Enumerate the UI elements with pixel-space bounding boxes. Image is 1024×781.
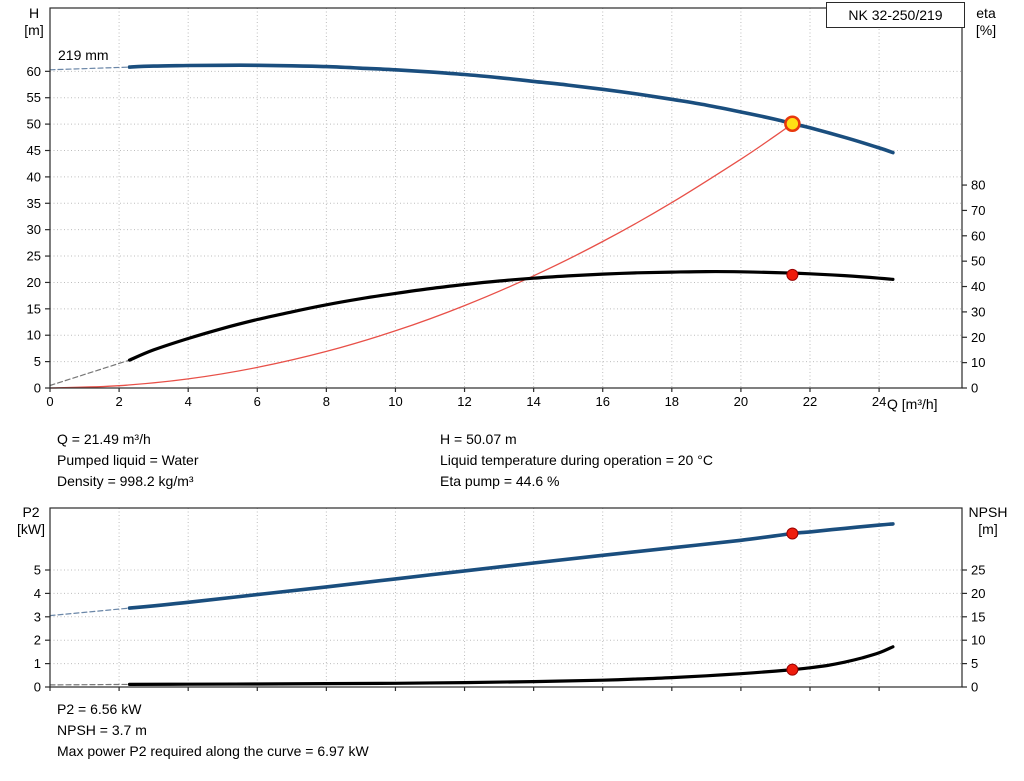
head-axis-symbol: H <box>28 5 40 21</box>
x-tick-label: 10 <box>388 394 402 409</box>
left-tick-label: 50 <box>27 117 41 132</box>
eta-curve-extension <box>49 359 131 387</box>
p2-point-marker[interactable] <box>786 527 799 540</box>
right-tick-label: 20 <box>971 330 985 345</box>
x-tick-label: 0 <box>46 394 53 409</box>
system-curve <box>49 123 794 389</box>
info-npsh: NPSH = 3.7 m <box>57 722 147 738</box>
info-flow: Q = 21.49 m³/h <box>57 431 151 447</box>
flow-axis-label: Q [m³/h] <box>887 396 938 412</box>
performance-plot: 0 2 4 6 8 10 12 14 16 18 20 22 240510152025303540455… <box>27 7 985 409</box>
npsh-curve <box>127 645 895 686</box>
x-tick-label: 8 <box>323 394 330 409</box>
eta-axis-label: eta [%] <box>966 5 1006 39</box>
left-tick-label: 4 <box>34 586 41 601</box>
right-tick-label: 10 <box>971 355 985 370</box>
right-tick-label: 0 <box>971 680 978 695</box>
x-tick-label: 18 <box>665 394 679 409</box>
duty-info-left-column: Q = 21.49 m³/h Pumped liquid = Water Den… <box>57 429 199 492</box>
left-tick-label: 5 <box>34 354 41 369</box>
x-tick-label: 12 <box>457 394 471 409</box>
left-tick-label: 55 <box>27 90 41 105</box>
left-tick-label: 2 <box>34 633 41 648</box>
p2-axis-unit: [kW] <box>17 521 45 537</box>
right-tick-label: 70 <box>971 203 985 218</box>
left-tick-label: 30 <box>27 222 41 237</box>
plot-frame <box>49 7 963 389</box>
x-tick-label: 14 <box>526 394 540 409</box>
right-tick-label: 50 <box>971 254 985 269</box>
right-tick-label: 30 <box>971 304 985 319</box>
left-tick-label: 20 <box>27 275 41 290</box>
eta-axis-unit: [%] <box>975 22 997 38</box>
left-tick-label: 40 <box>27 169 41 184</box>
head-axis-unit: [m] <box>24 22 44 38</box>
left-tick-label: 25 <box>27 249 41 264</box>
left-tick-label: 10 <box>27 328 41 343</box>
npsh-curve-extension <box>49 683 131 686</box>
left-tick-label: 0 <box>34 680 41 695</box>
pump-type-box: NK 32-250/219 <box>826 2 965 28</box>
right-tick-label: 5 <box>971 656 978 671</box>
info-max-power: Max power P2 required along the curve = … <box>57 743 369 759</box>
right-tick-label: 10 <box>971 633 985 648</box>
head-axis-label: H [m] <box>16 5 52 39</box>
eta-axis-symbol: eta <box>976 5 996 21</box>
power-npsh-plot: 0 1 2 3 4 5 0 5 10 15 20 25 <box>34 507 985 695</box>
x-tick-label: 6 <box>254 394 261 409</box>
info-eta-pump: Eta pump = 44.6 % <box>440 473 560 489</box>
x-tick-label: 16 <box>595 394 609 409</box>
info-density: Density = 998.2 kg/m³ <box>57 473 194 489</box>
duty-point-marker[interactable] <box>784 115 801 133</box>
info-head: H = 50.07 m <box>440 431 517 447</box>
head-curve <box>127 63 895 155</box>
left-tick-label: 35 <box>27 196 41 211</box>
p2-curve-extension <box>49 607 131 617</box>
right-tick-label: 80 <box>971 178 985 193</box>
power-info-column: P2 = 6.56 kW NPSH = 3.7 m Max power P2 r… <box>57 699 369 762</box>
right-tick-label: 40 <box>971 279 985 294</box>
info-liquid-temperature: Liquid temperature during operation = 20… <box>440 452 713 468</box>
npsh-axis-label: NPSH [m] <box>962 504 1014 538</box>
right-tick-label: 60 <box>971 228 985 243</box>
right-tick-label: 0 <box>971 381 978 396</box>
right-tick-label: 20 <box>971 586 985 601</box>
left-tick-label: 60 <box>27 64 41 79</box>
p2-curve <box>127 522 895 610</box>
x-tick-label: 2 <box>115 394 122 409</box>
left-tick-label: 45 <box>27 143 41 158</box>
left-tick-label: 3 <box>34 609 41 624</box>
duty-info-right-column: H = 50.07 m Liquid temperature during op… <box>440 429 713 492</box>
right-tick-label: 15 <box>971 609 985 624</box>
head-curve-extension <box>49 66 131 71</box>
right-tick-label: 25 <box>971 563 985 578</box>
eta-point-marker[interactable] <box>786 268 799 281</box>
info-pumped-liquid: Pumped liquid = Water <box>57 452 199 468</box>
x-tick-label: 22 <box>803 394 817 409</box>
left-tick-label: 15 <box>27 301 41 316</box>
x-tick-label: 20 <box>734 394 748 409</box>
x-tick-label: 4 <box>185 394 192 409</box>
x-tick-label: 24 <box>872 394 886 409</box>
npsh-axis-unit: [m] <box>978 521 998 537</box>
info-p2: P2 = 6.56 kW <box>57 701 142 717</box>
p2-axis-label: P2 [kW] <box>11 504 51 538</box>
left-tick-label: 1 <box>34 656 41 671</box>
left-tick-label: 0 <box>34 381 41 396</box>
npsh-axis-symbol: NPSH <box>968 504 1008 520</box>
left-tick-label: 5 <box>34 563 41 578</box>
pump-type-label: NK 32-250/219 <box>848 7 943 23</box>
npsh-point-marker[interactable] <box>786 663 799 676</box>
p2-axis-symbol: P2 <box>22 504 40 520</box>
impeller-diameter-label: 219 mm <box>58 47 109 63</box>
eta-curve <box>127 269 895 362</box>
plot-frame <box>49 507 963 688</box>
